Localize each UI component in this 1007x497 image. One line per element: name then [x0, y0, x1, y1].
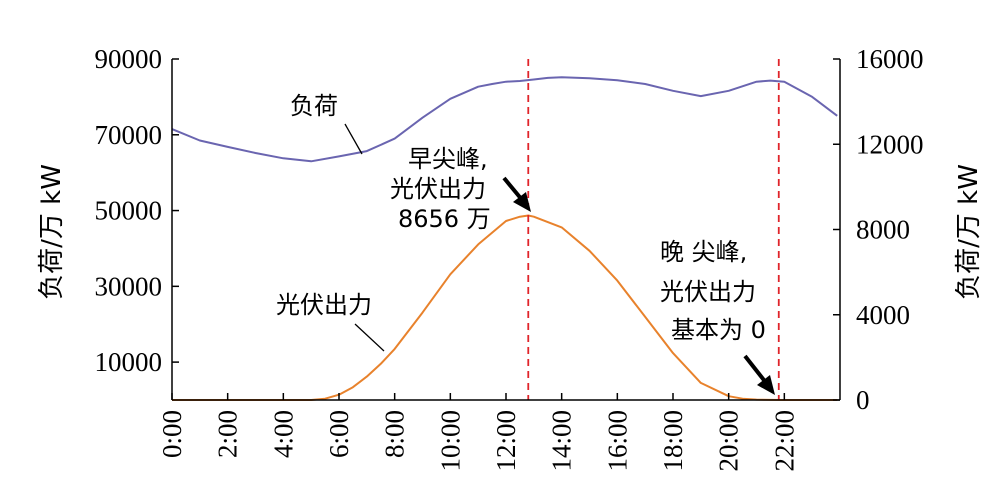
- x-tick-label: 22:00: [769, 410, 799, 472]
- right-tick-label: 16000: [856, 44, 924, 74]
- right-tick-label: 0: [856, 385, 870, 415]
- left-tick-label: 70000: [95, 120, 163, 150]
- x-tick-label: 20:00: [714, 410, 744, 472]
- left-tick-label: 10000: [95, 347, 163, 377]
- pv-label-leader: [354, 323, 385, 352]
- x-tick-label: 18:00: [658, 410, 688, 472]
- left-tick-label: 30000: [95, 271, 163, 301]
- x-tick-label: 14:00: [547, 410, 577, 472]
- pv-series-label: 光伏出力: [276, 291, 372, 319]
- morning-peak-line1: 早尖峰,: [408, 145, 488, 173]
- morning-peak-line3: 8656 万: [398, 205, 491, 233]
- left-y-ticks: 10000 30000 50000 70000 90000: [95, 44, 179, 377]
- left-tick-label: 90000: [95, 44, 163, 74]
- x-tick-label: 16:00: [602, 410, 632, 472]
- x-tick-label: 12:00: [491, 410, 521, 472]
- peak-marker-lines: [527, 59, 780, 400]
- x-ticks: 0:00 2:00 4:00 6:00 8:00 10:00 12:00 14:00 16:00…: [157, 393, 799, 472]
- left-y-axis-title: 负荷/万 kW: [37, 164, 67, 300]
- left-tick-label: 50000: [95, 196, 163, 226]
- right-tick-label: 4000: [856, 300, 910, 330]
- right-y-axis-title: 负荷/万 kW: [954, 164, 984, 300]
- load-series-label: 负荷: [290, 92, 338, 120]
- evening-peak-line2: 光伏出力: [660, 278, 756, 306]
- x-tick-label: 8:00: [380, 410, 410, 458]
- evening-peak-arrow: [743, 354, 775, 395]
- load-line: [171, 76, 838, 163]
- load-label-leader: [344, 123, 363, 155]
- right-tick-label: 12000: [856, 129, 924, 159]
- morning-peak-arrow: [502, 176, 531, 212]
- morning-peak-line2: 光伏出力: [390, 175, 486, 203]
- right-tick-label: 8000: [856, 215, 910, 245]
- evening-peak-line3: 基本为 0: [671, 316, 766, 344]
- right-y-ticks: 0 4000 8000 12000 16000: [833, 44, 924, 415]
- x-tick-label: 10:00: [435, 410, 465, 472]
- x-tick-label: 6:00: [324, 410, 354, 458]
- x-tick-label: 0:00: [157, 410, 187, 458]
- evening-peak-line1: 晚 尖峰,: [660, 238, 747, 266]
- x-tick-label: 2:00: [213, 410, 243, 458]
- x-tick-label: 4:00: [268, 410, 298, 458]
